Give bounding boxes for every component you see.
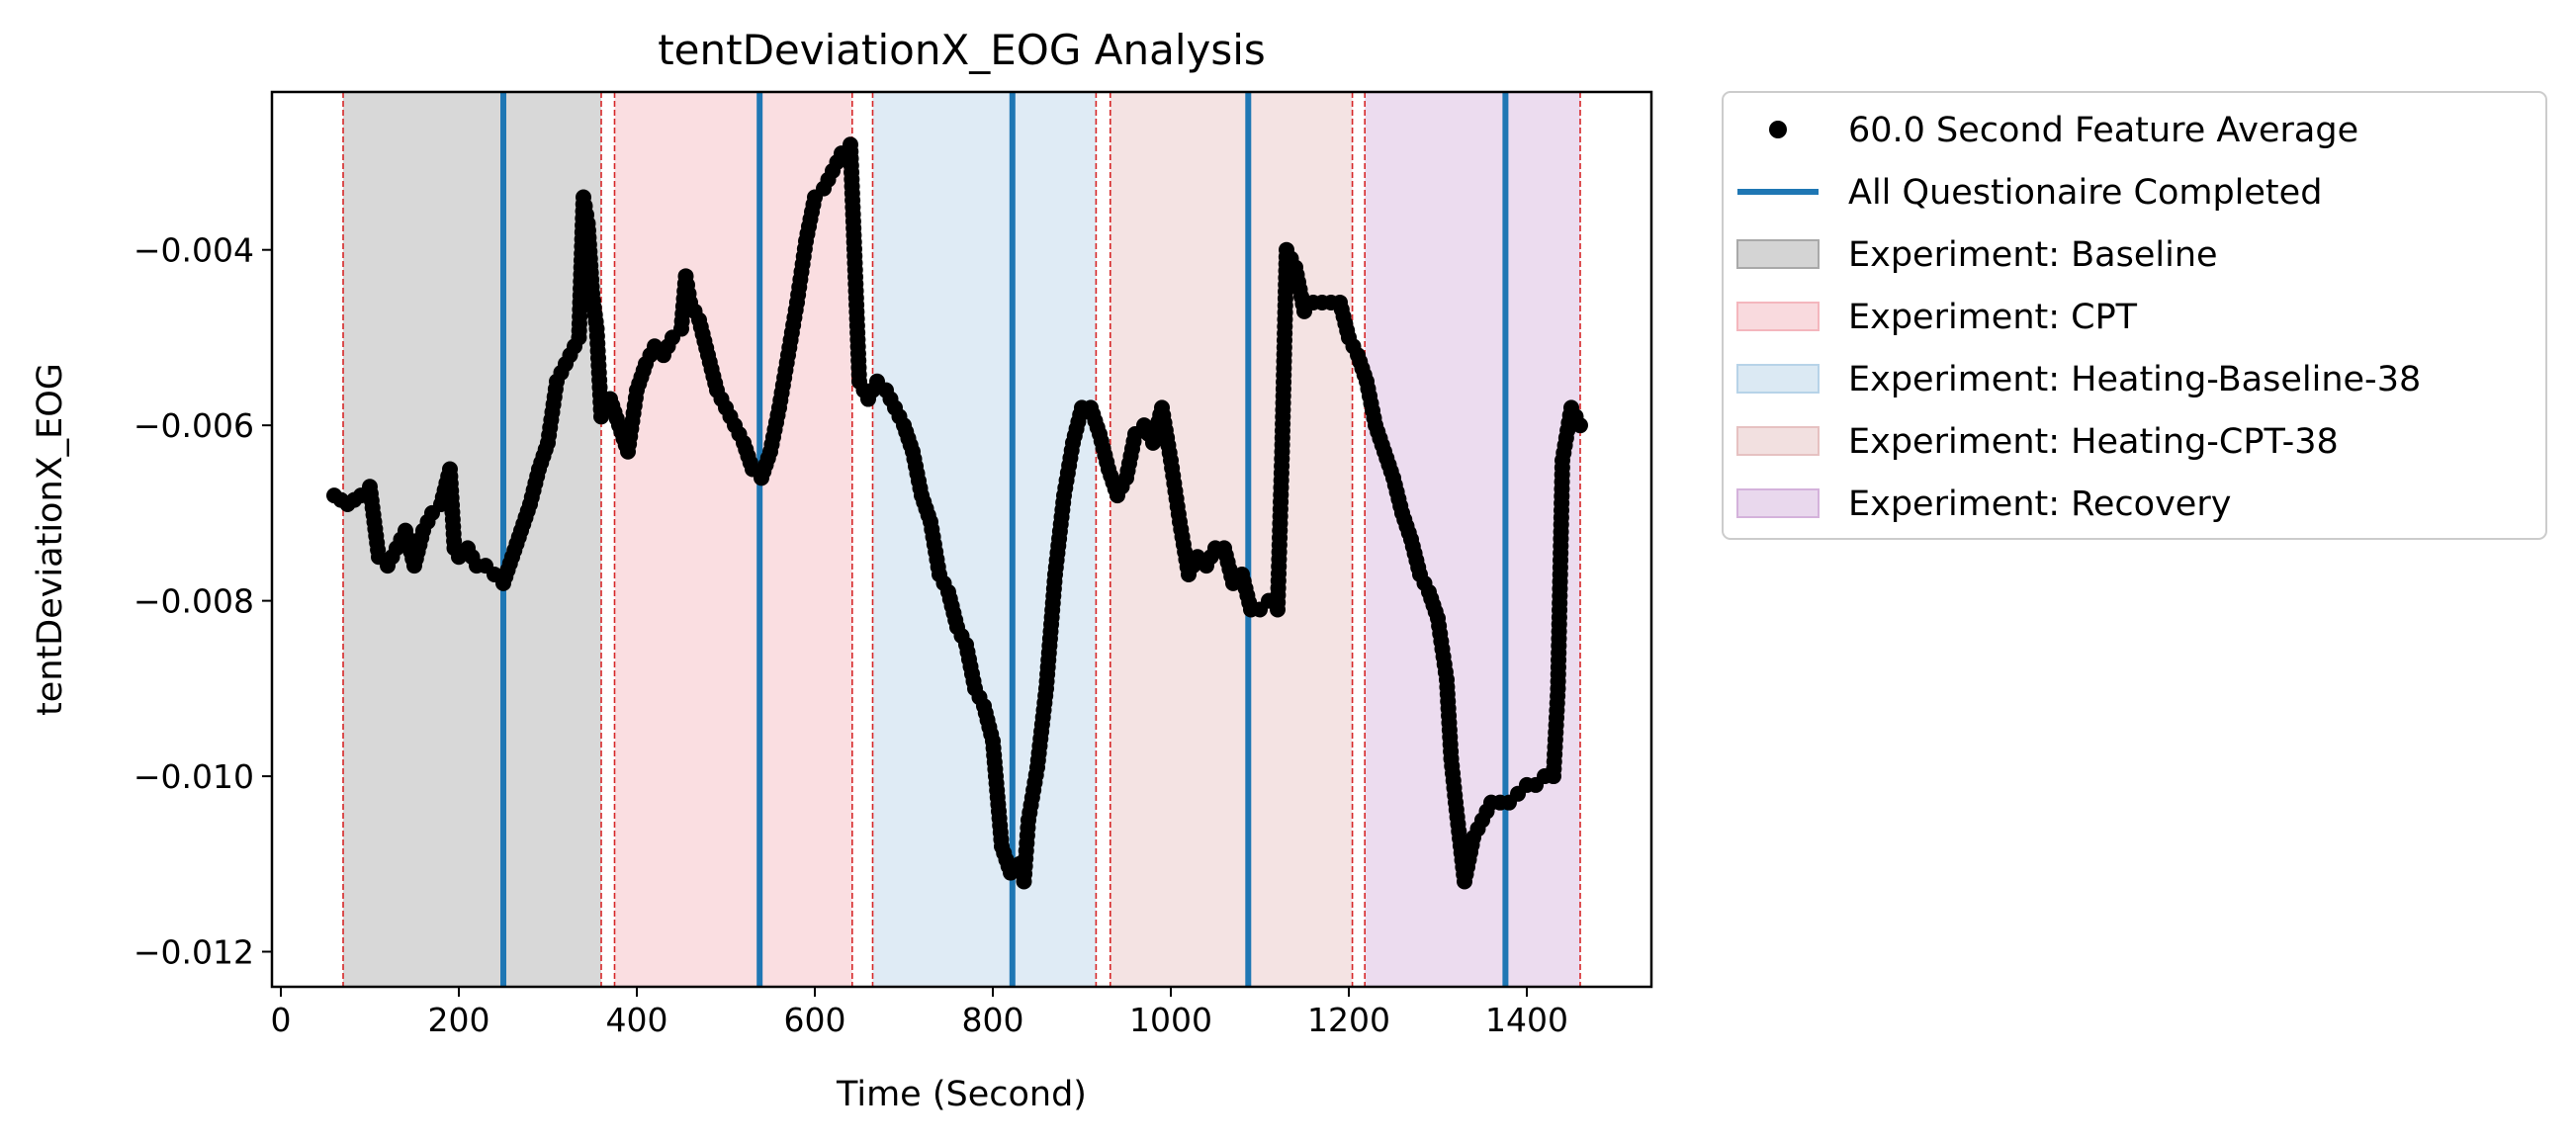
y-axis-title: tentDeviationX_EOG	[31, 363, 70, 716]
plot-frame	[270, 90, 1653, 989]
y-tick-label: −0.012	[133, 933, 254, 972]
x-axis-ticks: 0 200 400 600 800 1000 1200 1400	[271, 987, 1568, 1039]
legend-box	[1722, 91, 2547, 540]
chart-title: tentDeviationX_EOG Analysis	[658, 26, 1266, 74]
legend-item-label: 60.0 Second Feature Average	[1848, 111, 2358, 150]
x-tick-label: 400	[606, 1001, 668, 1039]
y-axis-ticks: −0.004 −0.006 −0.008 −0.010 −0.012	[133, 231, 272, 972]
legend-item-label: Experiment: Heating-Baseline-38	[1848, 360, 2421, 399]
x-tick-label: 600	[784, 1001, 846, 1039]
x-tick-label: 200	[428, 1001, 490, 1039]
legend-item-label: Experiment: Heating-CPT-38	[1848, 422, 2339, 462]
legend-marker-patch	[1736, 364, 1820, 394]
legend-item-label: Experiment: CPT	[1848, 298, 2138, 337]
legend-item-label: All Questionaire Completed	[1848, 173, 2322, 213]
legend-marker-patch	[1736, 426, 1820, 456]
experiment-band-3	[1110, 92, 1353, 987]
legend-item-label: Experiment: Recovery	[1848, 484, 2231, 524]
y-tick-label: −0.010	[133, 757, 254, 796]
y-tick-label: −0.008	[133, 582, 254, 621]
legend-item-label: Experiment: Baseline	[1848, 235, 2218, 275]
x-tick-label: 1200	[1307, 1001, 1390, 1039]
x-axis-title: Time (Second)	[836, 1075, 1087, 1114]
x-tick-label: 1000	[1129, 1001, 1212, 1039]
legend-marker-patch	[1736, 302, 1820, 331]
legend: 60.0 Second Feature Average All Questiona…	[1722, 91, 2547, 540]
legend-marker-patch	[1736, 239, 1820, 269]
y-tick-label: −0.004	[133, 231, 254, 270]
experiment-bands	[343, 92, 1580, 987]
data-point-704	[1572, 417, 1588, 434]
data-points	[326, 136, 1588, 890]
experiment-band-0	[343, 92, 601, 987]
x-tick-label: 0	[271, 1001, 292, 1039]
vertical-lines	[342, 92, 1581, 987]
x-tick-label: 1400	[1485, 1001, 1568, 1039]
y-tick-label: −0.006	[133, 406, 254, 445]
x-tick-label: 800	[962, 1001, 1024, 1039]
legend-marker-dot	[1769, 121, 1787, 138]
legend-marker-patch	[1736, 488, 1820, 518]
